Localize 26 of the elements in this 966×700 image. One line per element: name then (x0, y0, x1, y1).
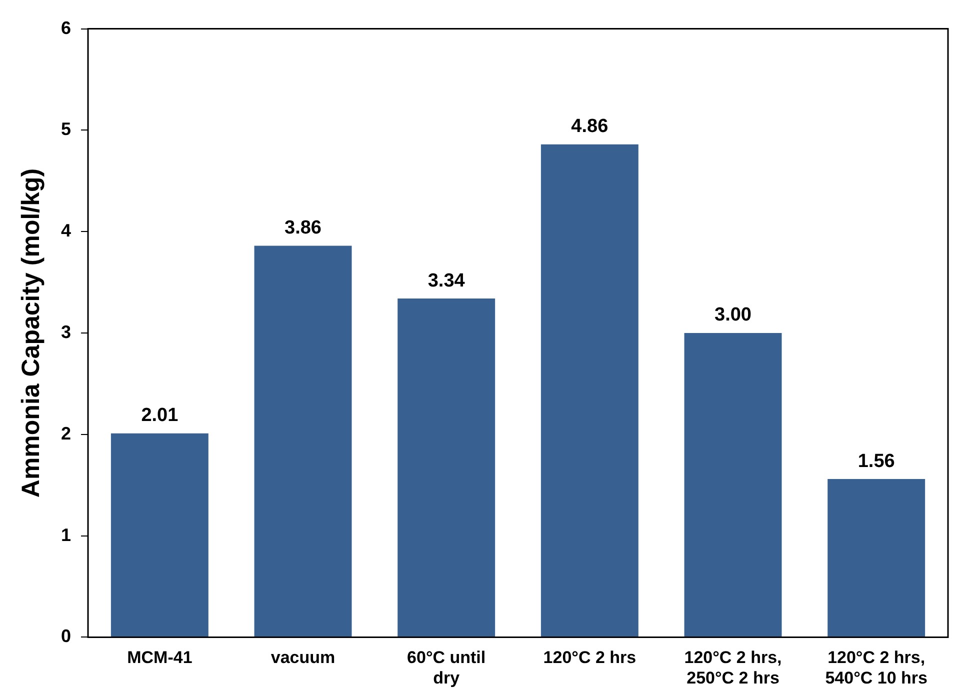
bar (828, 479, 926, 637)
y-tick-label: 2 (60, 423, 72, 444)
x-tick-label: 120°C 2 hrs, 540°C 10 hrs (825, 648, 928, 688)
x-tick-label: 60°C until dry (407, 648, 486, 688)
data-label: 4.86 (571, 116, 608, 138)
bar (398, 298, 496, 637)
x-tick-label: vacuum (270, 648, 336, 668)
y-tick-label: 3 (60, 322, 72, 342)
data-label: 3.34 (428, 270, 466, 292)
data-label: 1.56 (858, 450, 895, 472)
data-label: 2.01 (141, 405, 179, 426)
y-tick-label: 6 (60, 18, 72, 38)
bar (254, 246, 352, 637)
bar (540, 144, 638, 637)
y-axis-title: Ammonia Capacity (mol/kg) (16, 168, 45, 498)
data-label: 3.86 (284, 218, 322, 239)
bar (110, 433, 208, 637)
data-label: 3.00 (714, 304, 752, 326)
y-tick-label: 5 (60, 119, 72, 140)
x-tick-label: 120°C 2 hrs, 250°C 2 hrs (684, 648, 782, 688)
bar (684, 333, 782, 637)
x-tick-label: 120°C 2 hrs (543, 648, 636, 668)
y-tick-label: 4 (60, 220, 72, 241)
y-tick-label: 1 (60, 524, 72, 545)
y-tick-label: 0 (60, 626, 72, 646)
x-tick-label: MCM-41 (127, 648, 192, 668)
